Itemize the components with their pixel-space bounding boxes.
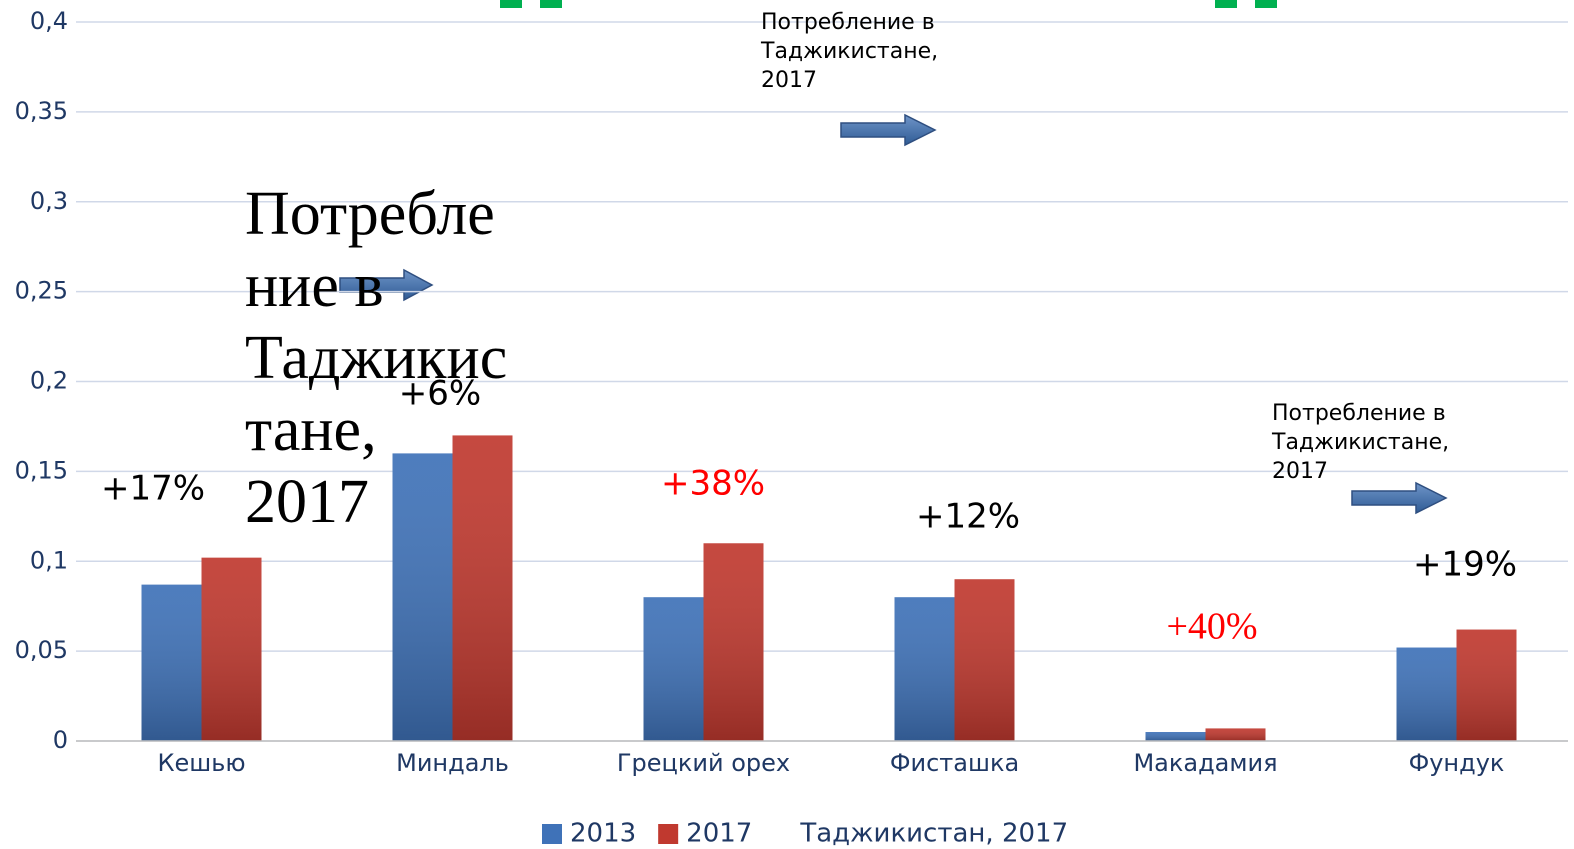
bar-shade: [452, 435, 513, 741]
note-line: Таджикистане,: [760, 39, 938, 64]
annotation: +38%: [661, 464, 765, 504]
legend-swatch: [542, 824, 562, 844]
note-line: 2017: [1272, 459, 1328, 484]
bar-shade: [954, 579, 1015, 741]
y-tick-label: 0,3: [30, 187, 68, 215]
bar-shade: [1456, 629, 1517, 741]
bar-shade: [201, 557, 262, 741]
x-tick-label: Фундук: [1409, 749, 1505, 777]
legend-label: Таджикистан, 2017: [799, 819, 1068, 849]
bar-shade: [392, 453, 453, 741]
bar-shade: [703, 543, 764, 741]
note-line: 2017: [245, 468, 369, 536]
note-line: ние в: [245, 252, 384, 320]
note-line: тане,: [245, 396, 377, 464]
x-tick-label: Грецкий орех: [617, 749, 790, 777]
y-tick-label: 0,2: [30, 367, 68, 395]
y-tick-label: 0,1: [30, 546, 68, 574]
arrows: [339, 113, 1448, 515]
title-fragments: [500, 0, 1277, 8]
note-line: Таджикис: [245, 324, 507, 392]
legend-swatch: [658, 824, 679, 844]
y-tick-label: 0,25: [15, 277, 68, 305]
note-line: 2017: [761, 68, 817, 93]
legend-label: 2013: [570, 819, 636, 849]
note-line: Потребление в: [1272, 401, 1446, 426]
bar-shade: [1396, 647, 1457, 741]
y-tick-label: 0,05: [15, 636, 68, 664]
annotation: +19%: [1413, 545, 1517, 585]
annotation: +17%: [101, 469, 205, 509]
bar-shade: [1205, 728, 1266, 741]
bar-shade: [643, 597, 704, 741]
bar-shade: [894, 597, 955, 741]
legend-label: 2017: [686, 819, 752, 849]
y-tick-label: 0,4: [30, 7, 68, 35]
x-tick-label: Миндаль: [396, 749, 509, 777]
x-tick-label: Макадамия: [1133, 749, 1277, 777]
annotation: +6%: [399, 374, 481, 414]
bar-shade: [141, 584, 202, 741]
annotation: +40%: [1166, 606, 1257, 648]
bar-shade: [1145, 732, 1206, 741]
y-tick-label: 0,35: [15, 97, 68, 125]
note-line: Потребление в: [761, 10, 935, 35]
y-tick-label: 0,15: [15, 456, 68, 484]
x-tick-label: Фисташка: [890, 749, 1019, 777]
note-line: Потребле: [245, 180, 495, 248]
y-tick-label: 0: [53, 726, 68, 754]
note-line: Таджикистане,: [1271, 430, 1449, 455]
x-tick-label: Кешью: [157, 749, 245, 777]
annotation: +12%: [916, 497, 1020, 537]
